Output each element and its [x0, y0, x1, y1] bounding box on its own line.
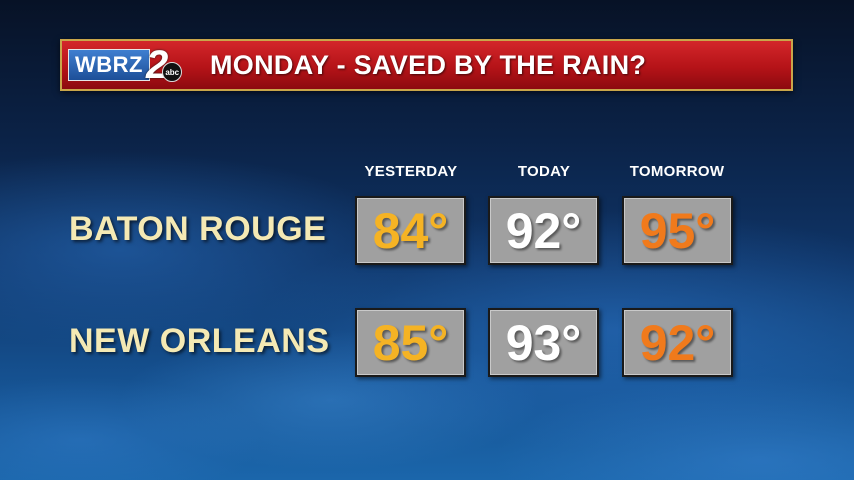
temp-value: 95°	[639, 202, 716, 259]
abc-network-icon: abc	[162, 62, 183, 82]
temp-value: 84°	[372, 202, 449, 259]
column-header-today: TODAY	[517, 163, 571, 180]
temp-value: 85°	[372, 314, 449, 371]
column-header-tomorrow: TOMORROW	[629, 163, 725, 180]
temp-box-baton-rouge-yesterday: 84°	[355, 196, 466, 265]
temp-box-baton-rouge-tomorrow: 95°	[622, 196, 733, 265]
temp-box-new-orleans-today: 93°	[488, 308, 599, 377]
logo-text: WBRZ	[75, 52, 143, 77]
temp-box-new-orleans-yesterday: 85°	[355, 308, 466, 377]
temp-box-new-orleans-tomorrow: 92°	[622, 308, 733, 377]
title-banner: WBRZ 2 abc MONDAY - SAVED BY THE RAIN?	[60, 39, 793, 91]
banner-title: MONDAY - SAVED BY THE RAIN?	[210, 50, 647, 80]
temp-value: 92°	[505, 202, 582, 259]
temp-box-baton-rouge-today: 92°	[488, 196, 599, 265]
column-header-yesterday: YESTERDAY	[364, 163, 458, 180]
city-label-new-orleans: NEW ORLEANS	[69, 322, 330, 360]
logo-box: WBRZ	[68, 49, 150, 81]
station-logo: WBRZ 2 abc	[68, 45, 204, 85]
city-label-baton-rouge: BATON ROUGE	[69, 210, 327, 248]
temp-value: 93°	[505, 314, 582, 371]
temp-value: 92°	[639, 314, 716, 371]
